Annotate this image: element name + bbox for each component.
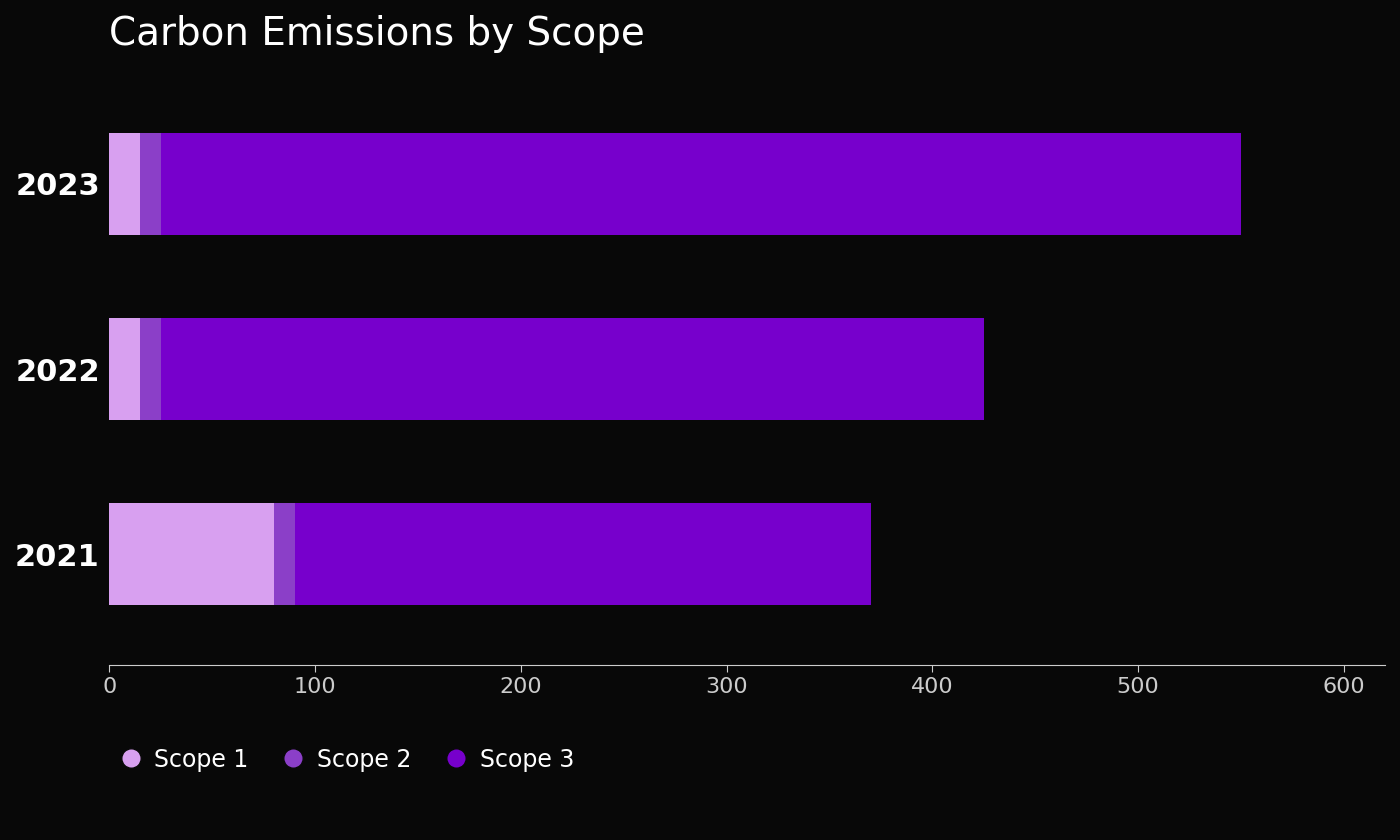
Legend: Scope 1, Scope 2, Scope 3: Scope 1, Scope 2, Scope 3	[122, 748, 574, 772]
Text: Carbon Emissions by Scope: Carbon Emissions by Scope	[109, 15, 645, 53]
Bar	[140, 133, 161, 235]
Bar	[161, 318, 984, 420]
Bar	[294, 503, 871, 606]
Bar	[140, 318, 161, 420]
Bar	[274, 503, 294, 606]
Bar	[161, 133, 1240, 235]
Bar	[109, 318, 140, 420]
Bar	[109, 133, 140, 235]
Bar	[109, 503, 274, 606]
